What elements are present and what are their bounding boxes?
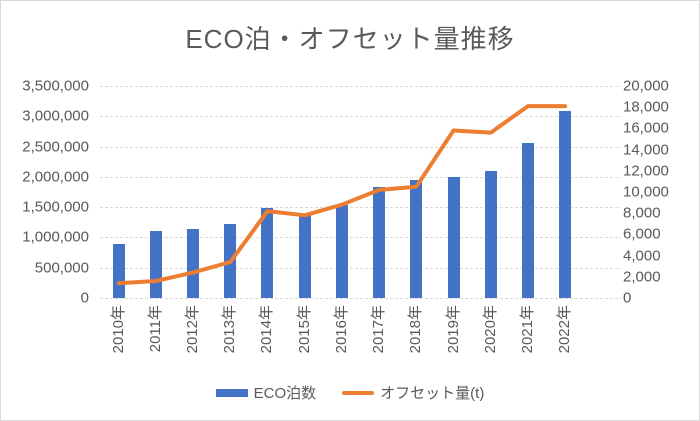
right-axis-tick-label: 12,000 [623,162,669,180]
x-axis-tick-label: 2015年 [295,305,313,354]
bar-2019年 [447,176,460,298]
chart-title: ECO泊・オフセット量推移 [185,24,515,54]
x-axis-tick-label: 2014年 [258,305,276,354]
x-axis-tick-label: 2020年 [481,305,499,354]
bar-series-swatch-icon [215,388,248,397]
gridline [100,116,621,118]
x-axis-tick-label: 2012年 [184,305,202,354]
gridline [100,237,621,239]
gridline [100,267,621,269]
legend-item-bar-series: ECO泊数 [215,382,317,403]
right-axis-tick-label: 6,000 [623,225,661,243]
bar-2017年 [373,187,386,298]
left-axis-tick-label: 2,500,000 [22,138,89,156]
x-axis-tick-label: 2019年 [444,305,462,354]
gridline [100,298,621,299]
left-axis-tick-label: 1,500,000 [22,198,89,216]
gridline [100,207,621,209]
right-axis-tick-label: 14,000 [623,141,669,159]
x-axis-tick-label: 2021年 [518,305,536,354]
right-axis-tick-label: 20,000 [623,77,669,95]
x-axis-tick-label: 2022年 [556,305,574,354]
bar-2020年 [484,170,497,298]
legend-label: ECO泊数 [253,385,317,402]
legend-item-line-series: オフセット量(t) [342,382,484,403]
right-axis-tick-label: 4,000 [623,247,661,265]
bar-2012年 [187,228,200,298]
left-axis-tick-label: 1,000,000 [22,228,89,246]
gridline [100,86,621,87]
gridline [100,176,621,178]
right-axis-tick-label: 0 [623,289,632,307]
x-axis-tick-label: 2010年 [109,305,127,354]
bar-2014年 [261,207,274,298]
legend: ECO泊数 オフセット量(t) [1,382,699,403]
left-axis-tick-label: 3,500,000 [22,77,89,95]
line-series-swatch-icon [342,390,375,395]
left-value-axis: 3,500,000 3,000,000 2,500,000 2,000,000 1,50… [1,78,89,307]
bar-2022年 [559,111,572,298]
plot-area [100,86,621,299]
bar-2018年 [410,179,423,298]
right-axis-tick-label: 18,000 [623,98,669,116]
right-axis-tick-label: 10,000 [623,183,669,201]
right-value-axis: 20,000 18,000 16,000 14,000 12,000 10,000 8,00… [623,78,695,307]
right-axis-tick-label: 2,000 [623,268,661,286]
bar-2016年 [335,204,348,298]
bar-2021年 [521,142,534,298]
left-axis-tick-label: 500,000 [34,259,89,277]
left-axis-tick-label: 0 [80,289,89,307]
left-axis-tick-label: 3,000,000 [22,107,89,125]
right-axis-tick-label: 16,000 [623,119,669,137]
category-axis: 2010年 2011年 2012年 2013年 2014年 2015年 2016年 2017年… [100,298,621,378]
left-axis-tick-label: 2,000,000 [22,168,89,186]
x-axis-tick-label: 2018年 [407,305,425,354]
x-axis-tick-label: 2013年 [221,305,239,354]
x-axis-tick-label: 2017年 [370,305,388,354]
trend-line [116,104,568,286]
x-axis-tick-label: 2011年 [146,305,164,353]
legend-label: オフセット量(t) [380,385,485,402]
gridline [100,146,621,148]
right-axis-tick-label: 8,000 [623,204,661,222]
x-axis-tick-label: 2016年 [332,305,350,354]
bar-2015年 [298,215,311,298]
